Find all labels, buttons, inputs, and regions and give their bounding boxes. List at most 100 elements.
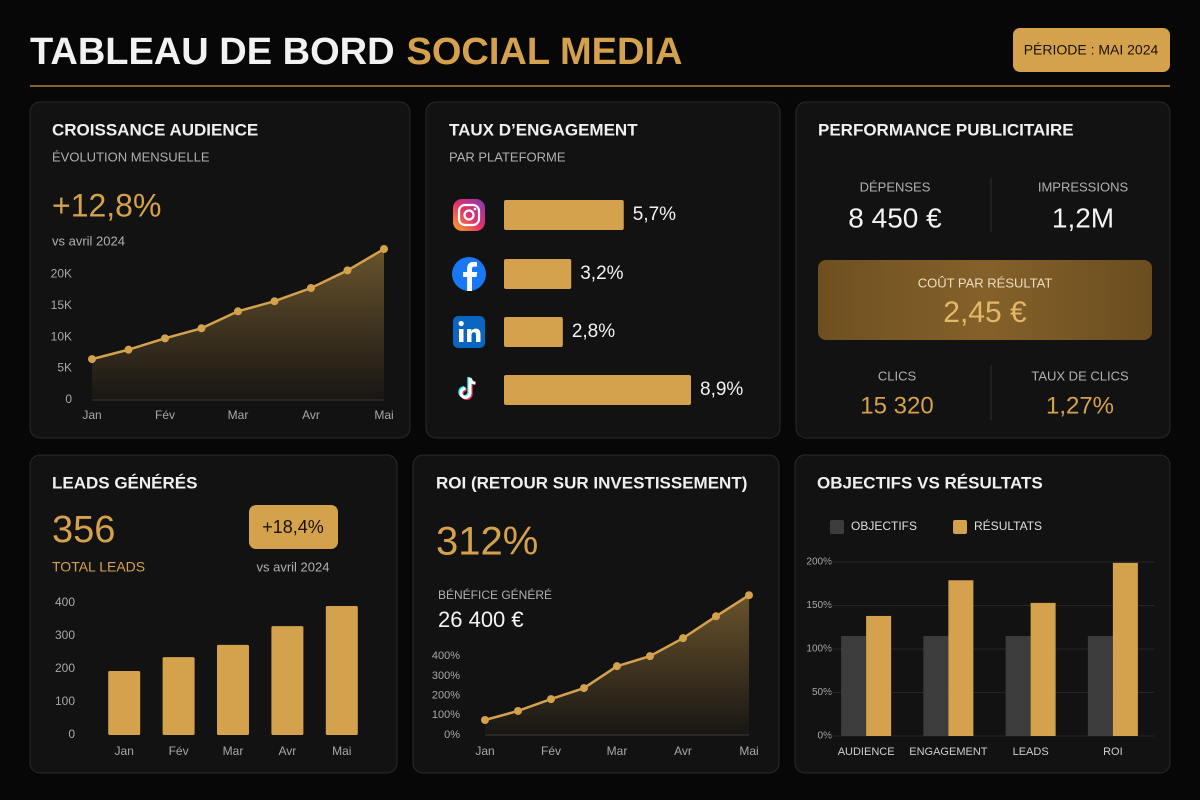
point (343, 266, 352, 275)
kpi-secondary: 26 400 € (438, 607, 524, 632)
bar (948, 580, 974, 736)
value-label: 2,8% (572, 321, 615, 342)
y-tick-label: 15K (51, 298, 72, 312)
panel-subtitle: ÉVOLUTION MENSUELLE (52, 149, 210, 164)
point (646, 652, 654, 661)
point (88, 355, 96, 364)
bar (1030, 602, 1056, 736)
y-tick-label: 0 (68, 727, 75, 741)
point (481, 716, 489, 725)
bar (841, 635, 867, 736)
x-tick-label: Mar (223, 744, 244, 758)
x-tick-label: Mai (739, 744, 758, 758)
kpi-note: vs avril 2024 (52, 233, 125, 248)
bar (162, 657, 195, 735)
y-tick-label: 150% (806, 600, 832, 611)
growth-note: vs avril 2024 (257, 559, 330, 574)
metric-value: 8 450 € (848, 202, 942, 233)
value-label: 8,9% (700, 379, 743, 400)
point (197, 324, 206, 333)
x-tick-label: Mar (228, 408, 249, 422)
y-tick-label: 5K (57, 361, 72, 375)
bar (504, 259, 572, 289)
kpi-value: +12,8% (52, 187, 161, 223)
y-tick-label: 0% (818, 731, 833, 742)
tiktok-icon (458, 377, 476, 400)
metric-label: DÉPENSES (860, 179, 931, 194)
point (124, 345, 133, 354)
bar (923, 635, 949, 736)
x-tick-label: Mai (332, 744, 351, 758)
x-tick-label: Jan (475, 744, 494, 758)
point (380, 245, 388, 253)
x-tick-label: Jan (82, 408, 101, 422)
legend-swatch (953, 520, 968, 534)
point (745, 591, 753, 600)
x-tick-label: Avr (302, 408, 320, 422)
y-tick-label: 400% (432, 650, 460, 662)
metric-label: CLICS (878, 368, 917, 383)
bar (217, 644, 249, 735)
panel-title: ROI (RETOUR SUR INVESTISSEMENT) (436, 473, 747, 492)
panel-title: TAUX D’ENGAGEMENT (449, 120, 638, 139)
bar (108, 670, 141, 735)
panel-subtitle: PAR PLATEFORME (449, 149, 566, 164)
y-tick-label: 300% (432, 670, 460, 682)
x-tick-label: Fév (169, 744, 189, 758)
point (679, 634, 687, 643)
bar (1112, 562, 1138, 736)
panel (425, 101, 781, 439)
panel-title: PERFORMANCE PUBLICITAIRE (818, 120, 1074, 139)
panel-title: CROISSANCE AUDIENCE (52, 120, 258, 139)
point (547, 695, 555, 704)
growth-badge (249, 505, 338, 549)
y-tick-label: 100 (55, 694, 75, 708)
point (712, 612, 720, 621)
growth-value: +18,4% (262, 517, 324, 537)
bar (271, 626, 304, 735)
linkedin-icon (453, 316, 485, 348)
panel-title: OBJECTIFS VS RÉSULTATS (817, 473, 1043, 492)
metric-label: COÛT PAR RÉSULTAT (918, 275, 1053, 290)
x-tick-label: AUDIENCE (838, 746, 895, 758)
y-tick-label: 200 (55, 661, 75, 675)
period-badge[interactable] (1013, 28, 1170, 72)
metric-value: 1,2M (1052, 202, 1114, 233)
value-label: 3,2% (580, 263, 623, 284)
x-tick-label: Avr (279, 744, 297, 758)
point (161, 334, 169, 343)
page-title-highlight: SOCIAL MEDIA (407, 31, 683, 73)
value-label: 5,7% (633, 204, 676, 225)
y-tick-label: 200% (806, 557, 832, 568)
period-label[interactable]: PÉRIODE : MAI 2024 (1024, 42, 1159, 58)
bar (1005, 635, 1031, 736)
instagram-icon (453, 199, 485, 231)
y-tick-label: 0 (65, 392, 72, 406)
bar (1087, 635, 1113, 736)
kpi-label: TOTAL LEADS (52, 559, 145, 575)
x-tick-label: ROI (1103, 746, 1123, 758)
legend-swatch (830, 520, 844, 534)
x-tick-label: Fév (155, 408, 175, 422)
y-tick-label: 200% (432, 689, 460, 701)
point (234, 307, 242, 316)
x-tick-label: ENGAGEMENT (909, 746, 988, 758)
metric-label: TAUX DE CLICS (1031, 368, 1129, 383)
x-tick-label: LEADS (1013, 746, 1049, 758)
x-tick-label: Jan (115, 744, 134, 758)
bar (504, 317, 563, 347)
point (580, 684, 588, 693)
metric-value: 2,45 € (943, 296, 1027, 329)
y-tick-label: 10K (51, 329, 72, 343)
y-tick-label: 20K (51, 266, 72, 280)
bar (504, 200, 624, 230)
kpi-value: 312% (436, 520, 538, 564)
y-tick-label: 400 (55, 595, 75, 609)
x-tick-label: Fév (541, 744, 561, 758)
metric-value: 15 320 (860, 392, 933, 419)
metric-label: IMPRESSIONS (1038, 179, 1129, 194)
bar (325, 605, 358, 735)
facebook-icon (452, 257, 486, 291)
legend-label: OBJECTIFS (851, 519, 917, 533)
